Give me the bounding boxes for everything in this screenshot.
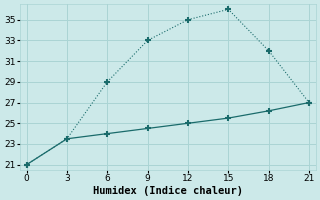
X-axis label: Humidex (Indice chaleur): Humidex (Indice chaleur) [93, 186, 243, 196]
